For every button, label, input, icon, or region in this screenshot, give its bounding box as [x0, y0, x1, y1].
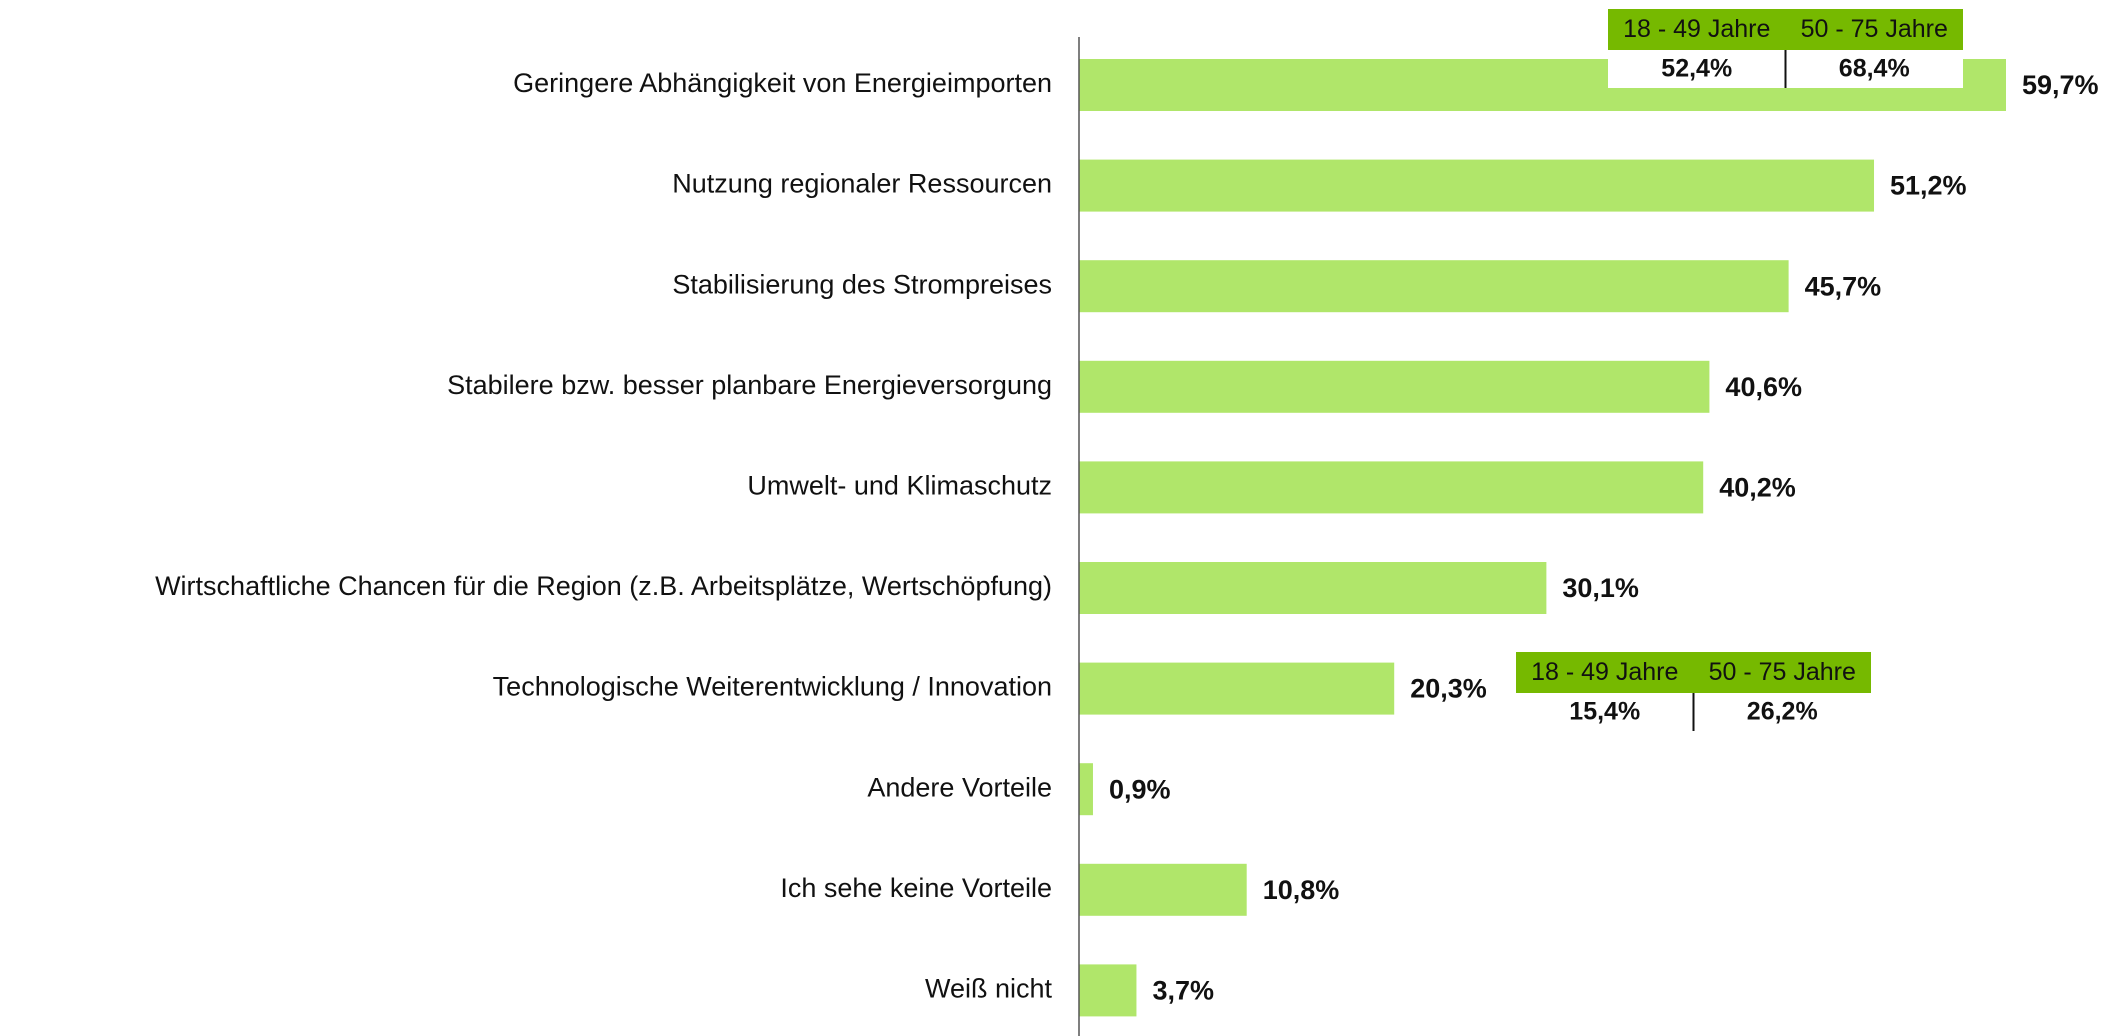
value-label: 10,8%	[1263, 875, 1340, 905]
value-label: 30,1%	[1562, 573, 1639, 603]
category-label: Umwelt- und Klimaschutz	[747, 471, 1052, 501]
category-label: Geringere Abhängigkeit von Energieimport…	[513, 68, 1052, 98]
bar	[1079, 562, 1547, 614]
callout-label: 50 - 75 Jahre	[1801, 15, 1948, 43]
category-label: Weiß nicht	[925, 974, 1053, 1004]
value-label: 51,2%	[1890, 171, 1967, 201]
value-label: 40,6%	[1725, 372, 1802, 402]
callout-value: 26,2%	[1747, 698, 1818, 726]
callout-header	[1516, 652, 1871, 693]
callout-label: 18 - 49 Jahre	[1623, 15, 1770, 43]
value-label: 3,7%	[1152, 976, 1214, 1006]
bar	[1079, 260, 1789, 313]
callout-header	[1608, 9, 1963, 50]
category-label: Nutzung regionaler Ressourcen	[672, 169, 1052, 199]
category-label: Stabilere bzw. besser planbare Energieve…	[447, 370, 1052, 400]
value-label: 0,9%	[1109, 774, 1171, 804]
bar	[1079, 763, 1093, 816]
callout-label: 18 - 49 Jahre	[1531, 658, 1678, 686]
callout-value: 68,4%	[1839, 55, 1910, 83]
callout-value: 15,4%	[1569, 698, 1640, 726]
category-label: Technologische Weiterentwicklung / Innov…	[493, 672, 1052, 702]
value-label: 59,7%	[2022, 70, 2099, 100]
bar	[1079, 863, 1247, 916]
value-label: 20,3%	[1410, 674, 1487, 704]
category-label: Ich sehe keine Vorteile	[780, 873, 1052, 903]
callout-value: 52,4%	[1661, 55, 1732, 83]
category-label: Stabilisierung des Strompreises	[672, 269, 1052, 299]
callout-label: 50 - 75 Jahre	[1709, 658, 1856, 686]
category-label: Wirtschaftliche Chancen für die Region (…	[155, 571, 1052, 601]
value-label: 45,7%	[1805, 271, 1882, 301]
category-label: Andere Vorteile	[867, 772, 1052, 802]
value-label: 40,2%	[1719, 473, 1796, 503]
bar	[1079, 159, 1875, 212]
bar	[1079, 662, 1395, 715]
bar	[1079, 964, 1137, 1017]
bar	[1079, 360, 1710, 413]
bar	[1079, 461, 1704, 514]
